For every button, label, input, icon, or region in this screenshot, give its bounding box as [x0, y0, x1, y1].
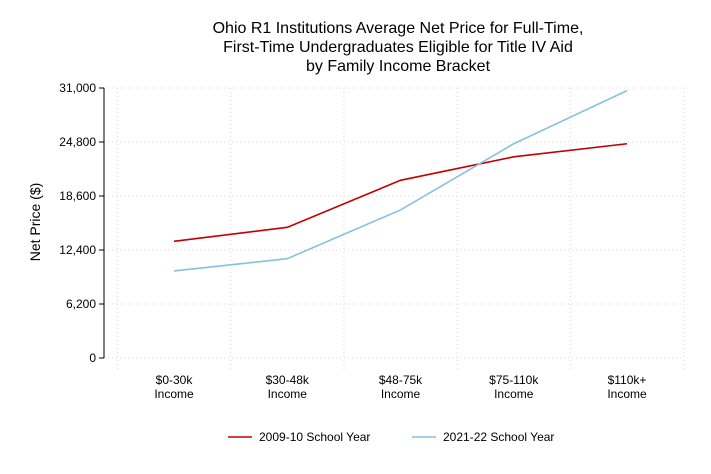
series-line — [173, 89, 628, 272]
y-tick-label: 18,600 — [59, 189, 96, 203]
y-tick-label: 31,000 — [59, 81, 96, 95]
grid — [104, 87, 685, 370]
x-tick-label: $30-48k Income — [266, 373, 310, 401]
legend-label: 2009-10 School Year — [259, 430, 370, 444]
legend-label: 2021-22 School Year — [443, 430, 554, 444]
x-tick-label: $0-30k Income — [154, 373, 194, 401]
y-tick-label: 12,400 — [59, 243, 96, 257]
chart-title-line-1: Ohio R1 Institutions Average Net Price f… — [213, 20, 584, 37]
legend: 2009-10 School Year 2021-22 School Year — [228, 430, 554, 444]
chart-title-line-3: by Family Income Bracket — [306, 58, 491, 75]
axes — [99, 87, 105, 359]
y-axis-label: Net Price ($) — [27, 183, 43, 262]
y-tick-label: 0 — [89, 351, 96, 365]
y-tick-label: 24,800 — [59, 135, 96, 149]
series-line — [173, 142, 628, 243]
tick-labels: 0 6,200 12,400 18,600 24,800 31,000 $0-30k Inco… — [59, 81, 647, 401]
chart-title-line-2: First-Time Undergraduates Eligible for T… — [223, 39, 573, 56]
chart-title: Ohio R1 Institutions Average Net Price f… — [213, 20, 584, 75]
x-tick-label: $48-75k Income — [379, 373, 423, 401]
x-tick-label: $75-110k Income — [489, 373, 539, 401]
y-tick-label: 6,200 — [66, 297, 96, 311]
series-lines — [173, 89, 628, 272]
x-tick-label: $110k+ Income — [607, 373, 647, 401]
